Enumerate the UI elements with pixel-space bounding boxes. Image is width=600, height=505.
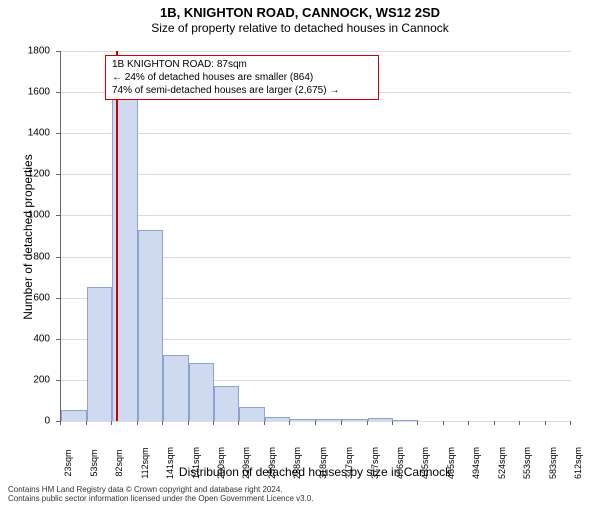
histogram-bar — [61, 410, 87, 421]
chart-container: 1B, KNIGHTON ROAD, CANNOCK, WS12 2SD Siz… — [0, 5, 600, 505]
annotation-line3: 74% of semi-detached houses are larger (… — [112, 84, 372, 97]
histogram-bar — [239, 407, 265, 421]
annotation-line1: 1B KNIGHTON ROAD: 87sqm — [112, 58, 372, 71]
histogram-bar — [265, 417, 290, 421]
histogram-bar — [138, 230, 163, 421]
histogram-bar — [214, 386, 239, 421]
histogram-bar — [316, 419, 341, 421]
footer-attribution: Contains HM Land Registry data © Crown c… — [8, 485, 314, 503]
property-marker-line — [116, 51, 118, 421]
histogram-bar — [342, 419, 368, 421]
footer-line1: Contains HM Land Registry data © Crown c… — [8, 485, 314, 494]
x-axis-label: Distribution of detached houses by size … — [60, 465, 570, 479]
histogram-bar — [393, 420, 418, 421]
histogram-bar — [189, 363, 214, 421]
histogram-bar — [163, 355, 189, 421]
annotation-box: 1B KNIGHTON ROAD: 87sqm ← 24% of detache… — [105, 55, 379, 100]
footer-line2: Contains public sector information licen… — [8, 494, 314, 503]
title-line2: Size of property relative to detached ho… — [0, 21, 600, 35]
histogram-bar — [290, 419, 316, 421]
title-line1: 1B, KNIGHTON ROAD, CANNOCK, WS12 2SD — [0, 5, 600, 20]
y-tick-label: 1600 — [10, 87, 50, 98]
y-tick-label: 0 — [10, 416, 50, 427]
histogram-bar — [87, 287, 112, 421]
x-tick-label: 612sqm — [573, 447, 583, 479]
histogram-plot — [60, 51, 571, 422]
y-tick-label: 200 — [10, 374, 50, 385]
annotation-line2: ← 24% of detached houses are smaller (86… — [112, 71, 372, 84]
y-tick-label: 1800 — [10, 46, 50, 57]
y-axis-label: Number of detached properties — [21, 137, 35, 337]
histogram-bar — [368, 418, 393, 421]
gridline — [61, 51, 571, 52]
